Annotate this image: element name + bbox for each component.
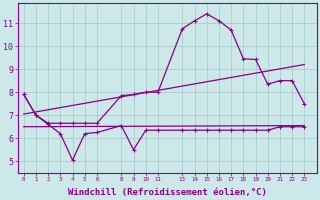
- X-axis label: Windchill (Refroidissement éolien,°C): Windchill (Refroidissement éolien,°C): [68, 188, 267, 197]
